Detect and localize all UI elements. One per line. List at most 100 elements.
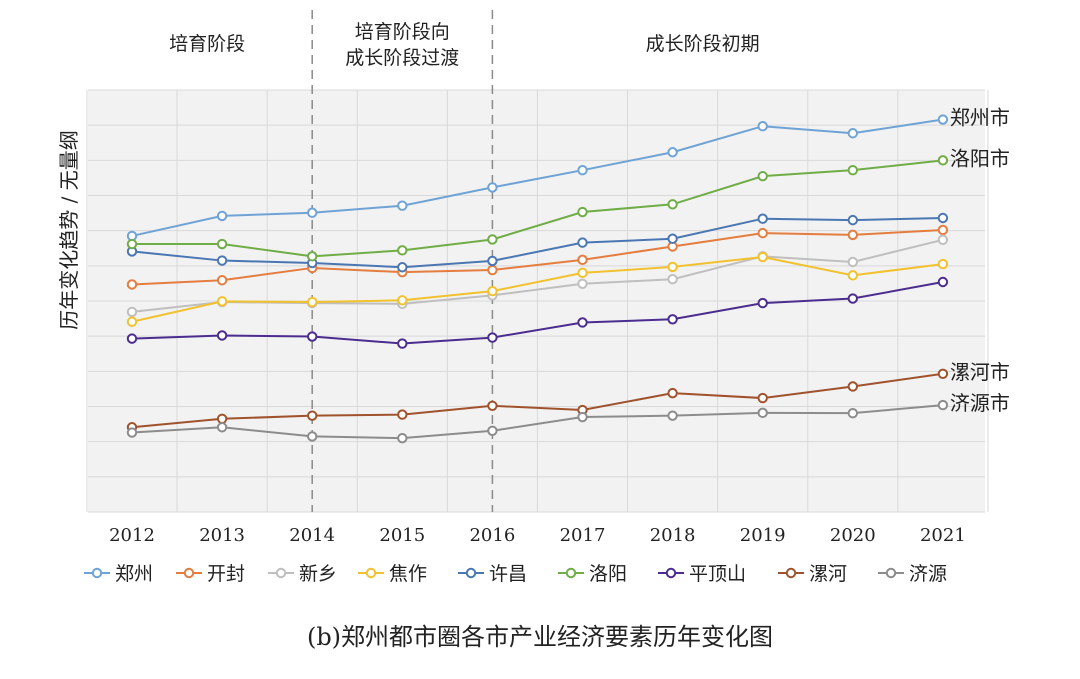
legend-swatch-marker: [665, 567, 677, 579]
data-point: [667, 233, 678, 244]
legend-swatch-marker: [785, 567, 797, 579]
data-point: [667, 387, 678, 399]
series-许昌: [126, 212, 949, 273]
data-point: [577, 206, 588, 218]
x-tick-label: 2021: [920, 525, 966, 546]
data-point: [487, 264, 498, 276]
phase-label: 培育阶段: [169, 33, 245, 55]
data-point: [937, 212, 949, 224]
x-tick-label: 2020: [830, 525, 876, 546]
data-point: [757, 121, 768, 132]
legend-item: 洛阳: [558, 563, 627, 585]
legend-item: 许昌: [458, 563, 527, 585]
data-point: [397, 200, 408, 211]
data-point: [937, 234, 949, 246]
data-point: [307, 296, 318, 308]
data-point: [577, 411, 588, 423]
data-point: [757, 251, 768, 263]
data-point: [216, 210, 228, 222]
data-point: [847, 407, 858, 419]
end-label: 漯河市: [950, 360, 1010, 384]
x-tick-label: 2017: [560, 525, 606, 546]
data-point: [307, 251, 318, 262]
series-济源: [126, 399, 949, 444]
end-label: 郑州市: [950, 106, 1010, 130]
data-point: [847, 128, 858, 139]
data-point: [937, 258, 949, 270]
data-point: [667, 199, 678, 210]
series-平顶山: [126, 276, 949, 349]
phase-label: 培育阶段向成长阶段过渡: [345, 21, 459, 69]
data-point: [577, 267, 588, 279]
x-tick-label: 2016: [469, 525, 515, 546]
legend-label: 郑州: [115, 563, 153, 585]
series-line: [132, 159, 944, 258]
series-焦作: [126, 251, 949, 327]
phase-dividers: 培育阶段 培育阶段向成长阶段过渡 成长阶段初期: [169, 10, 760, 512]
series-洛阳: [126, 155, 949, 262]
data-point: [847, 270, 858, 281]
legend-item: 开封: [176, 563, 245, 585]
data-point: [216, 238, 228, 250]
data-point: [757, 170, 768, 182]
series-line: [131, 118, 944, 237]
data-point: [126, 333, 138, 344]
data-point: [126, 279, 138, 290]
data-point: [307, 431, 318, 442]
data-point: [937, 276, 949, 288]
data-point: [126, 316, 138, 327]
data-point: [577, 164, 588, 176]
data-point: [397, 295, 408, 306]
data-point: [937, 224, 949, 236]
data-point: [577, 237, 588, 248]
x-tick-label: 2015: [379, 525, 425, 546]
legend-swatch-marker: [885, 567, 897, 579]
data-point: [757, 392, 768, 404]
data-point: [216, 422, 228, 433]
series-layer: [126, 114, 949, 444]
data-point: [577, 278, 588, 289]
data-point: [216, 330, 228, 341]
data-point: [757, 227, 768, 239]
legend-item: 郑州: [84, 563, 153, 585]
data-point: [397, 409, 408, 420]
x-tick-label: 2013: [199, 525, 245, 546]
data-point: [126, 238, 138, 250]
data-point: [577, 254, 588, 266]
data-point: [216, 255, 228, 266]
data-point: [847, 164, 858, 176]
data-point: [487, 400, 498, 411]
legend-label: 焦作: [389, 563, 427, 585]
legend-label: 新乡: [299, 563, 337, 585]
legend-label: 洛阳: [589, 563, 627, 585]
data-point: [307, 410, 318, 421]
data-point: [397, 262, 408, 273]
data-point: [667, 261, 678, 273]
legend-item: 漯河: [778, 563, 847, 585]
data-point: [487, 332, 498, 343]
series-郑州: [126, 114, 949, 242]
series-line: [131, 281, 944, 345]
series-line: [131, 217, 943, 269]
legend: 郑州 开封 新乡 焦作 许昌 洛阳 平顶山 漯河 济源: [84, 563, 947, 585]
legend-label: 漯河: [809, 563, 847, 585]
data-point: [667, 314, 678, 325]
series-line: [131, 372, 944, 429]
data-point: [397, 245, 408, 256]
data-point: [937, 114, 949, 125]
data-point: [487, 234, 498, 245]
data-point: [847, 229, 858, 241]
series-line: [131, 228, 943, 286]
data-point: [667, 273, 678, 285]
data-point: [847, 293, 858, 304]
data-point: [307, 331, 318, 342]
data-point: [216, 413, 228, 425]
data-point: [847, 256, 858, 268]
series-line: [131, 404, 943, 440]
x-tick-labels: 2012 2013 2014 2015 2016 2017 2018 2019 2020 2021: [109, 525, 966, 546]
legend-swatch-marker: [183, 567, 195, 579]
data-point: [937, 368, 949, 379]
data-point: [577, 317, 588, 328]
